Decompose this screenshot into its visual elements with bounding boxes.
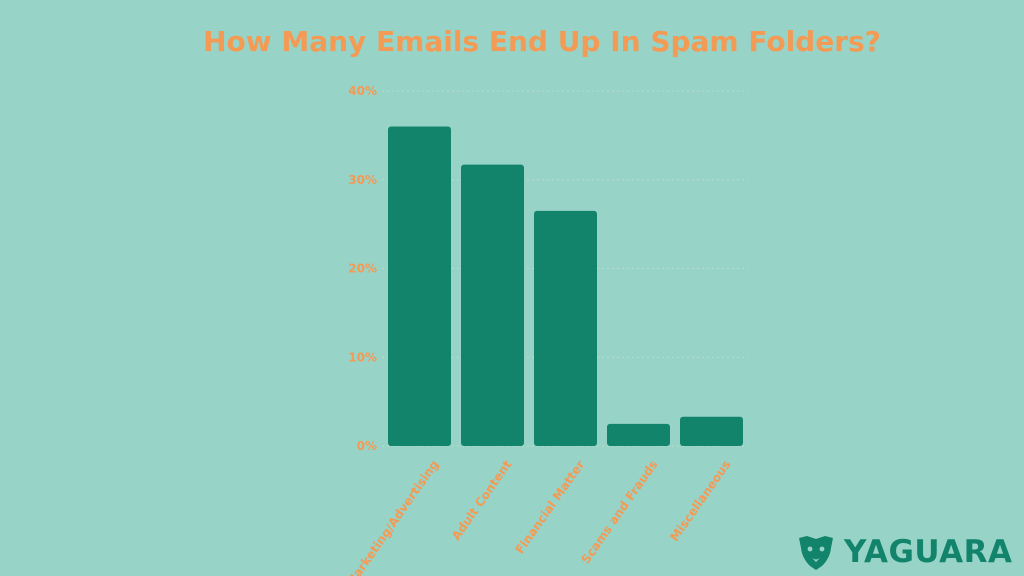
bar <box>680 416 743 446</box>
y-tick-label: 0% <box>357 439 377 453</box>
x-category-label: Financial Matter <box>513 458 588 557</box>
chart-title: How Many Emails End Up In Spam Folders? <box>203 25 881 58</box>
bar <box>607 423 670 446</box>
brand-name: YAGUARA <box>844 534 1013 570</box>
bars <box>388 126 743 446</box>
x-category-label: Marketing/Advertising <box>343 458 441 576</box>
x-category-label: Miscellaneous <box>667 458 733 544</box>
x-category-label: Adult Content <box>449 457 515 542</box>
y-tick-label: 30% <box>348 173 377 187</box>
y-tick-label: 10% <box>348 350 377 364</box>
bar <box>388 126 451 446</box>
jaguar-head-icon <box>799 536 833 570</box>
brand-logo: YAGUARA <box>796 529 1013 575</box>
bar <box>534 210 597 446</box>
x-axis-category-labels: Marketing/Advertising Adult ContentFinanc… <box>343 457 733 576</box>
x-category-label: Scams and Frauds <box>579 458 661 567</box>
y-axis-tick-labels: 0% 10% 20% 30% 40% <box>348 84 377 453</box>
y-tick-label: 20% <box>348 262 377 276</box>
bar <box>461 164 524 446</box>
y-tick-label: 40% <box>348 84 377 98</box>
